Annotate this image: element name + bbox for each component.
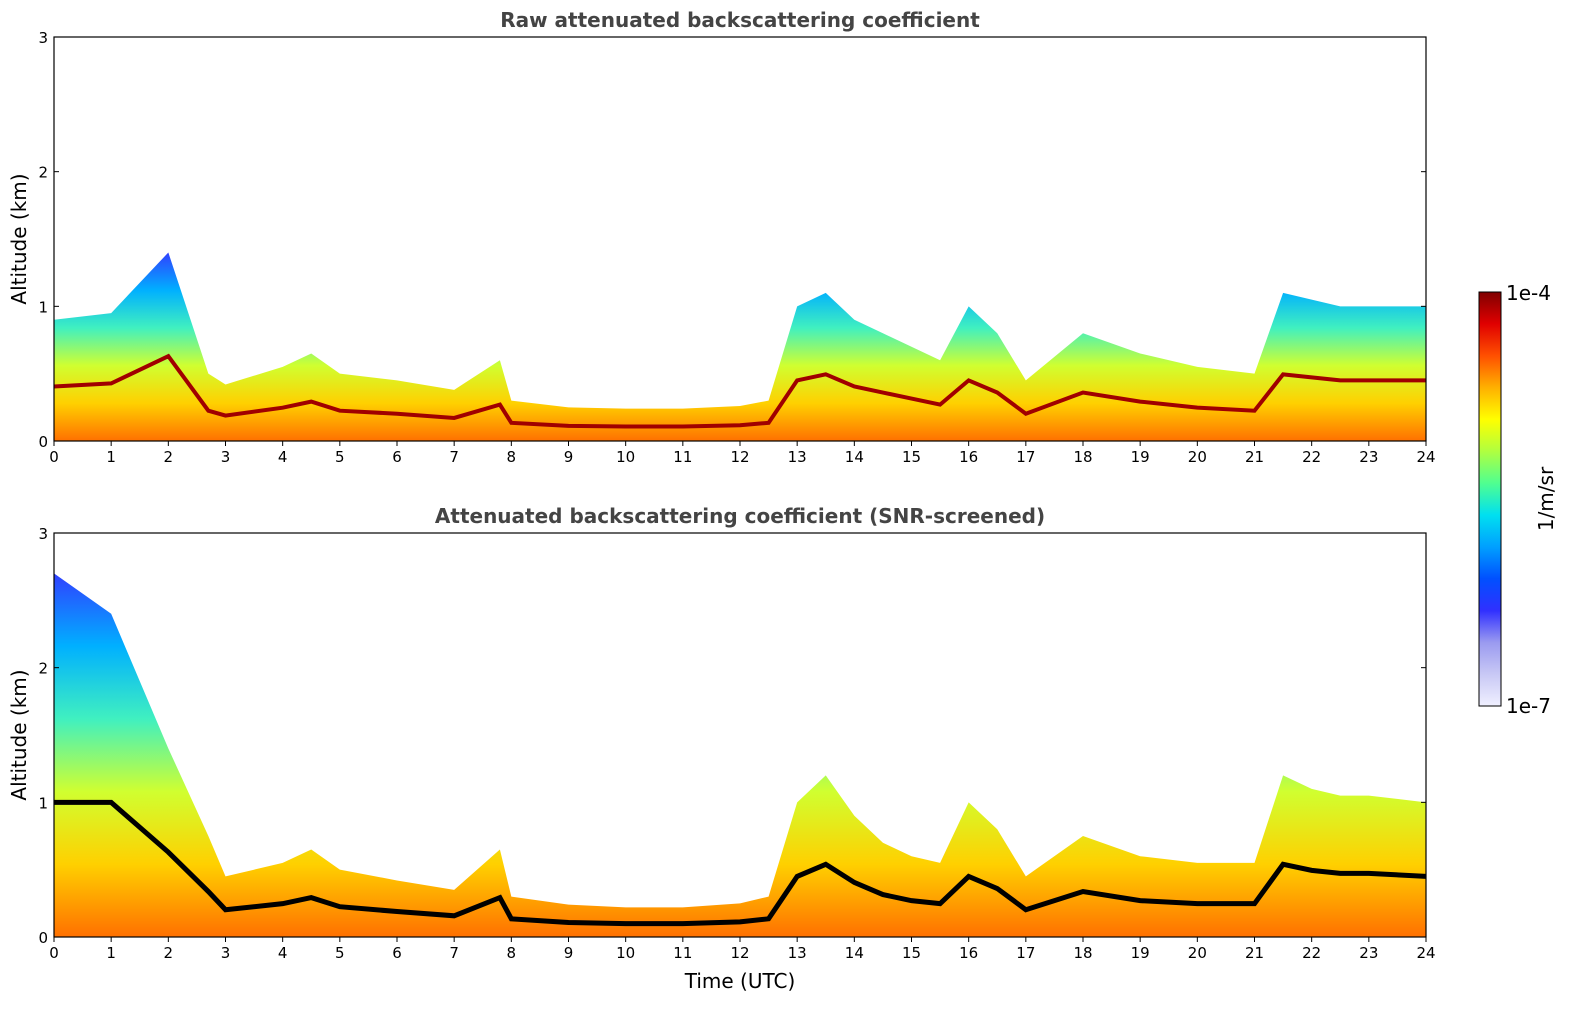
scr-x-tick-label: 6 (392, 944, 402, 962)
panel-raw-x-ticks: 0 1 2 3 4 5 6 7 8 9 10 11 12 13 14 15 16 17 18 19 20 21 22 23 24 (49, 441, 1436, 466)
raw-y-tick-label: 2 (38, 164, 48, 182)
panel-screened-signal-region (54, 573, 1426, 937)
scr-x-tick-label: 0 (49, 944, 59, 962)
panel-screened-y-label: Altitude (km) (7, 669, 31, 800)
colorbar-max-label: 1e-4 (1506, 281, 1551, 305)
scr-x-tick-label: 16 (959, 944, 978, 962)
scr-x-tick-label: 4 (278, 944, 288, 962)
raw-x-tick-label: 3 (221, 448, 231, 466)
raw-x-tick-label: 12 (730, 448, 749, 466)
raw-x-tick-label: 10 (616, 448, 635, 466)
scr-x-tick-label: 11 (673, 944, 692, 962)
raw-x-tick-label: 14 (845, 448, 864, 466)
raw-x-tick-label: 7 (449, 448, 459, 466)
x-axis-label: Time (UTC) (684, 969, 796, 993)
scr-x-tick-label: 21 (1245, 944, 1264, 962)
raw-y-tick-label: 3 (38, 29, 48, 47)
raw-x-tick-label: 8 (507, 448, 517, 466)
raw-x-tick-label: 15 (902, 448, 921, 466)
raw-x-tick-label: 20 (1188, 448, 1207, 466)
raw-x-tick-label: 13 (788, 448, 807, 466)
scr-y-tick-label: 3 (38, 525, 48, 543)
raw-x-tick-label: 4 (278, 448, 288, 466)
scr-x-tick-label: 12 (730, 944, 749, 962)
raw-x-tick-label: 5 (335, 448, 345, 466)
scr-x-tick-label: 7 (449, 944, 459, 962)
scr-x-tick-label: 18 (1073, 944, 1092, 962)
raw-y-tick-label: 1 (38, 298, 48, 316)
colorbar-min-label: 1e-7 (1506, 694, 1551, 718)
raw-x-tick-label: 6 (392, 448, 402, 466)
scr-x-tick-label: 3 (221, 944, 231, 962)
scr-x-tick-label: 8 (507, 944, 517, 962)
scr-x-tick-label: 24 (1416, 944, 1435, 962)
panel-raw-title: Raw attenuated backscattering coefficien… (500, 8, 980, 32)
scr-x-tick-label: 10 (616, 944, 635, 962)
raw-x-tick-label: 24 (1416, 448, 1435, 466)
panel-raw-layer-top (53, 353, 1426, 429)
panel-screened: Attenuated backscattering coefficient (S… (7, 504, 1436, 993)
raw-x-tick-label: 0 (49, 448, 59, 466)
raw-x-tick-label: 23 (1359, 448, 1378, 466)
colorbar-unit-label: 1/m/sr (1534, 466, 1558, 531)
raw-x-tick-label: 22 (1302, 448, 1321, 466)
panel-raw: Raw attenuated backscattering coefficien… (7, 8, 1436, 466)
scr-x-tick-label: 22 (1302, 944, 1321, 962)
panel-screened-x-ticks: 0 1 2 3 4 5 6 7 8 9 10 11 12 13 14 15 16 17 18 19 20 21 22 23 24 (49, 937, 1436, 962)
scr-x-tick-label: 2 (164, 944, 174, 962)
raw-x-tick-label: 18 (1073, 448, 1092, 466)
scr-x-tick-label: 19 (1131, 944, 1150, 962)
colorbar: 1e-4 1e-7 1/m/sr (1478, 281, 1558, 718)
panel-screened-y-ticks: 0 1 2 3 (38, 525, 1426, 947)
panel-screened-layer-top (54, 799, 1427, 927)
raw-x-tick-label: 21 (1245, 448, 1264, 466)
colorbar-gradient (1478, 291, 1502, 707)
panel-raw-y-label: Altitude (km) (7, 173, 31, 304)
scr-x-tick-label: 17 (1016, 944, 1035, 962)
scr-y-tick-label: 0 (38, 929, 48, 947)
raw-x-tick-label: 2 (164, 448, 174, 466)
panel-raw-y-ticks: 0 1 2 3 (38, 29, 1426, 451)
raw-x-tick-label: 17 (1016, 448, 1035, 466)
scr-x-tick-label: 14 (845, 944, 864, 962)
panel-screened-title: Attenuated backscattering coefficient (S… (435, 504, 1045, 528)
raw-x-tick-label: 11 (673, 448, 692, 466)
scr-y-tick-label: 1 (38, 794, 48, 812)
scr-x-tick-label: 23 (1359, 944, 1378, 962)
scr-y-tick-label: 2 (38, 660, 48, 678)
raw-y-tick-label: 0 (38, 433, 48, 451)
scr-x-tick-label: 13 (788, 944, 807, 962)
scr-x-tick-label: 15 (902, 944, 921, 962)
raw-x-tick-label: 16 (959, 448, 978, 466)
raw-x-tick-label: 9 (564, 448, 574, 466)
raw-x-tick-label: 19 (1131, 448, 1150, 466)
scr-x-tick-label: 20 (1188, 944, 1207, 962)
raw-x-tick-label: 1 (106, 448, 116, 466)
scr-x-tick-label: 1 (106, 944, 116, 962)
scr-x-tick-label: 5 (335, 944, 345, 962)
scr-x-tick-label: 9 (564, 944, 574, 962)
